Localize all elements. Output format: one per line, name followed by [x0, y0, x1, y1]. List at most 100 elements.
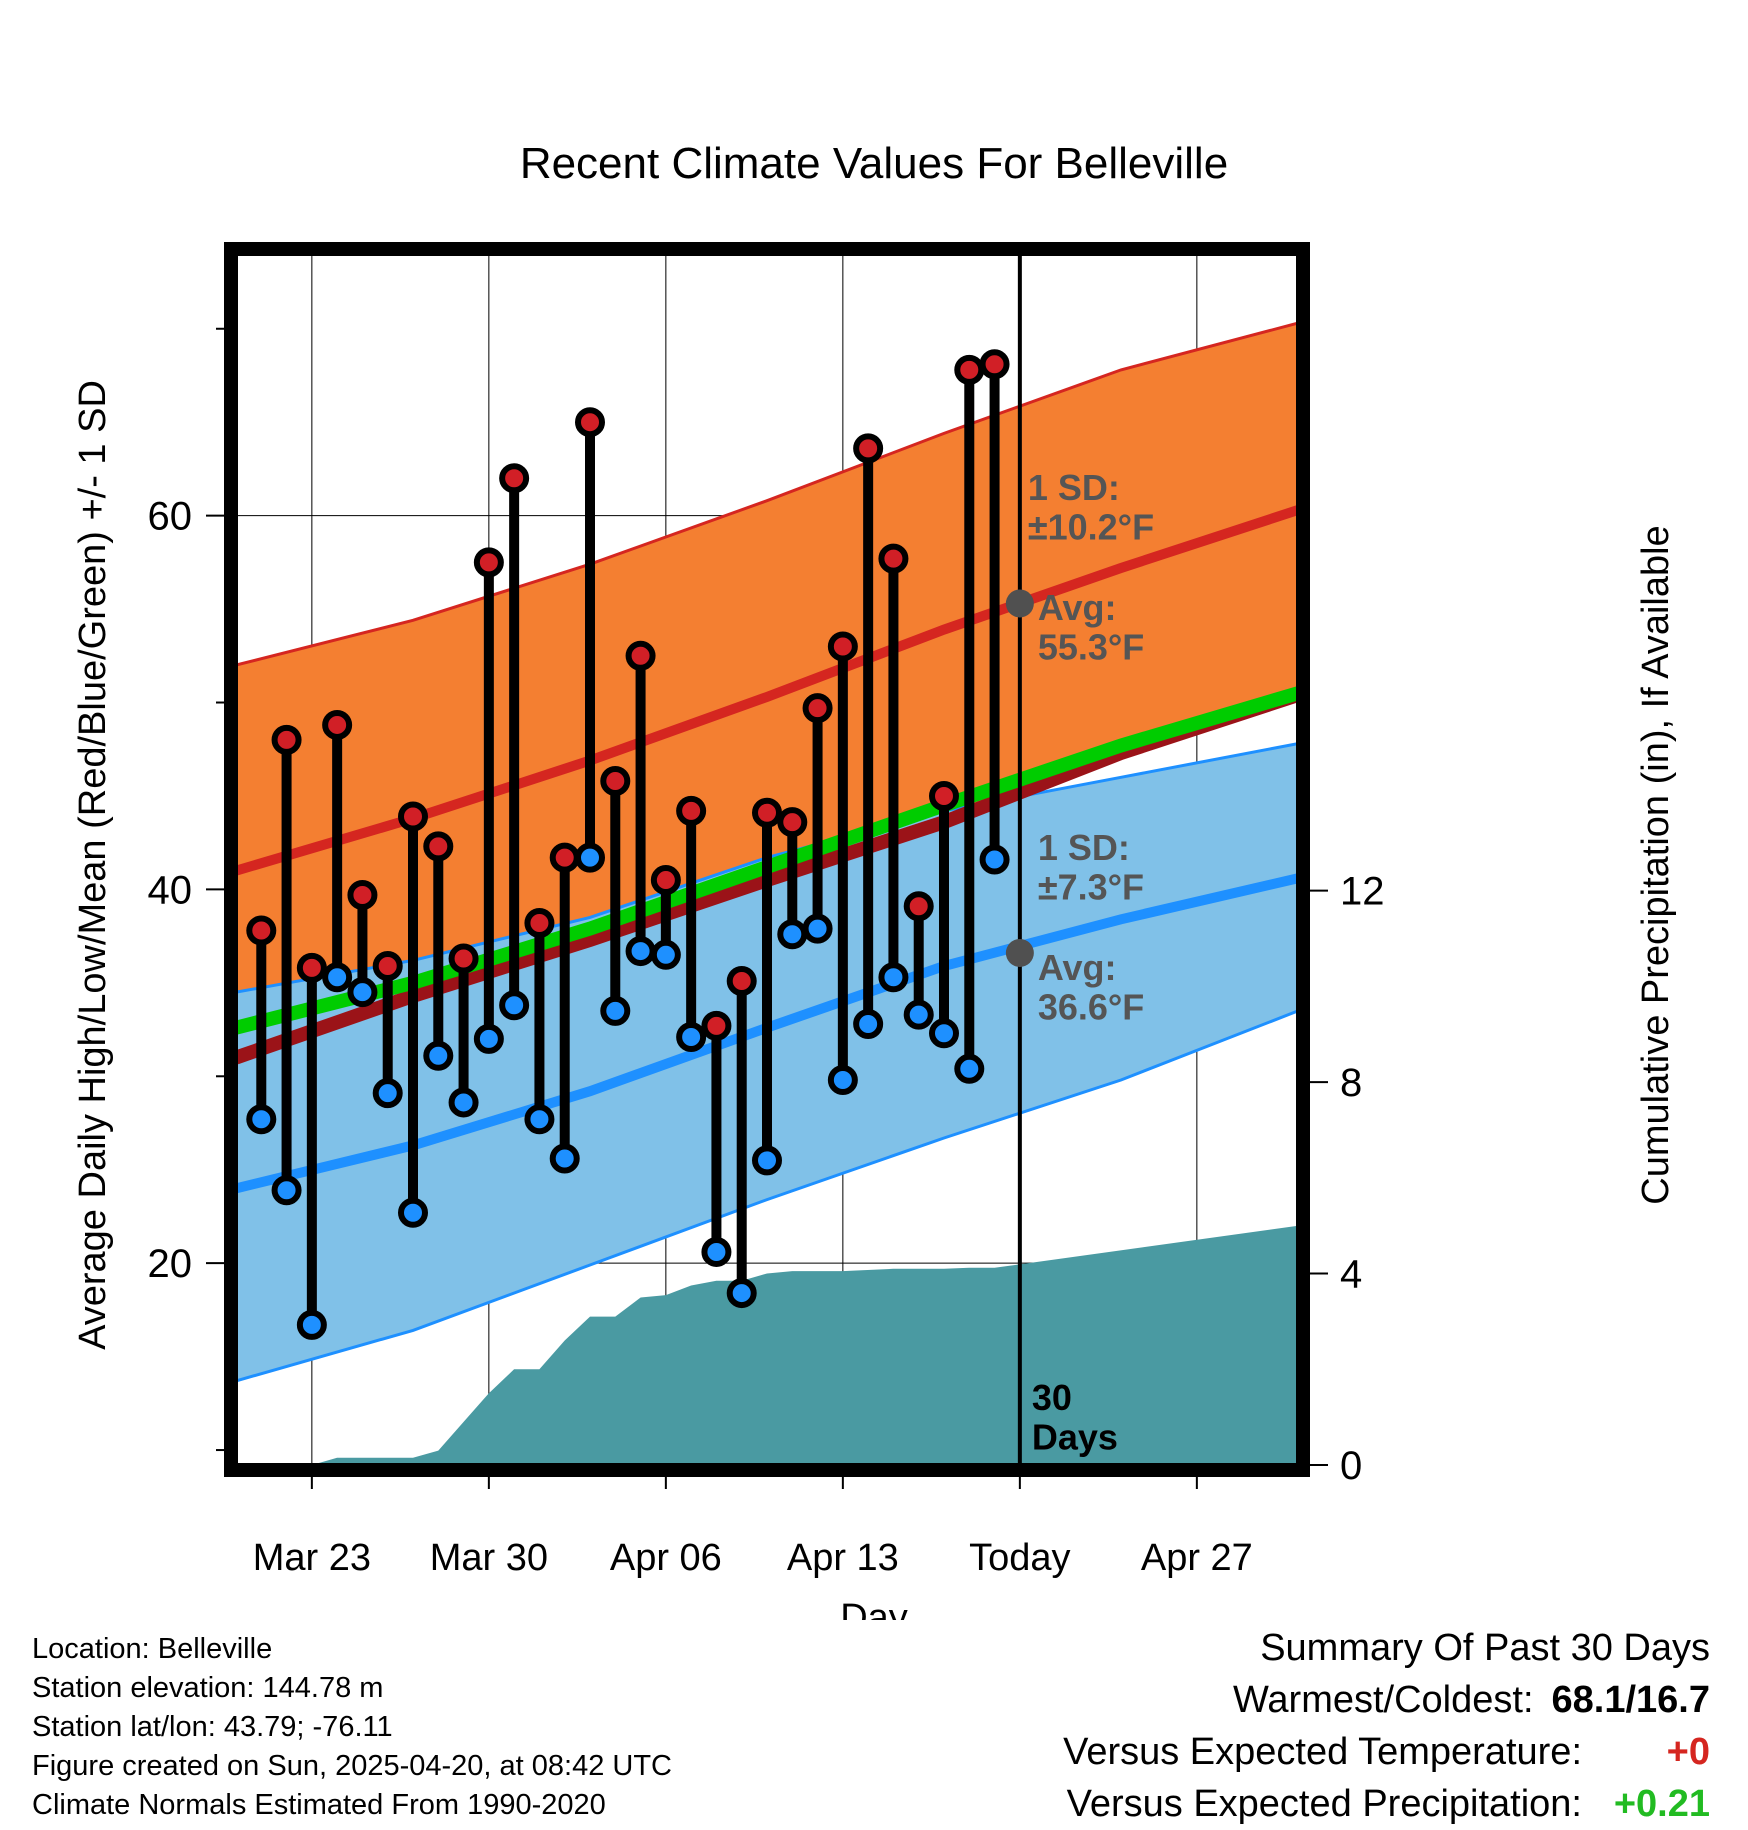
y-axis-label: Average Daily High/Low/Mean (Red/Blue/Gr… [72, 380, 114, 1350]
daily-low-marker [398, 1197, 428, 1228]
precip-area [236, 1225, 1298, 1465]
daily-high-marker [625, 640, 656, 671]
y2-tick-label: 0 [1340, 1444, 1362, 1488]
daily-high-marker [954, 354, 985, 385]
low-sd-annotation: 1 SD: ±7.3°F [1038, 827, 1144, 908]
plot-content: 1 SD: ±10.2°F Avg: 55.3°F 1 SD: ±7.3°F Avg: 36.… [236, 254, 1298, 1465]
daily-high-marker [347, 880, 378, 911]
daily-low-marker [600, 995, 631, 1026]
daily-high-marker [802, 693, 833, 724]
daily-high-marker [473, 547, 504, 578]
daily-high-marker [246, 915, 277, 946]
high-upper-line [236, 321, 1298, 667]
x-tick-label: Apr 27 [1141, 1537, 1253, 1579]
high-avg-annotation: Avg: 55.3°F [1038, 587, 1144, 668]
latlon-text: Station lat/lon: 43.79; -76.11 [32, 1711, 393, 1743]
low-lower-line [236, 1009, 1298, 1383]
daily-low-marker [423, 1040, 454, 1071]
normals-text: Climate Normals Estimated From 1990-2020 [32, 1789, 606, 1821]
daily-low-marker [827, 1065, 858, 1096]
daily-low-marker [676, 1022, 707, 1053]
chart-title: Recent Climate Values For Belleville [520, 139, 1228, 188]
daily-high-marker [676, 795, 707, 826]
daily-low-marker [853, 1008, 884, 1039]
daily-high-marker [499, 463, 530, 494]
daily-low-marker [296, 1309, 327, 1340]
low-avg-annotation: Avg: 36.6°F [1038, 947, 1144, 1028]
precip-anomaly-label: Versus Expected Precipitation: [1066, 1783, 1582, 1825]
high-sd-annotation: 1 SD: ±10.2°F [1028, 467, 1154, 548]
today-low-avg-dot [1005, 938, 1034, 967]
y-tick-label: 40 [148, 868, 193, 912]
daily-low-marker [903, 999, 934, 1030]
daily-low-marker [372, 1078, 403, 1109]
daily-low-marker [929, 1018, 959, 1049]
location-text: Location: Belleville [32, 1633, 273, 1665]
daily-low-marker [650, 939, 681, 970]
plot-frame [224, 242, 1310, 1477]
daily-low-marker [802, 913, 833, 944]
daily-high-marker [600, 766, 631, 797]
daily-high-marker [524, 908, 555, 939]
daily-low-marker [524, 1104, 555, 1135]
daily-low-marker [625, 936, 656, 967]
summary-title: Summary Of Past 30 Days [1260, 1627, 1710, 1669]
x-tick-label: Apr 13 [787, 1537, 899, 1579]
elevation-text: Station elevation: 144.78 m [32, 1672, 384, 1704]
daily-high-marker [650, 865, 681, 896]
daily-low-marker [878, 962, 909, 993]
temp-anomaly-value: +0 [1666, 1731, 1710, 1773]
created-text: Figure created on Sun, 2025-04-20, at 08… [32, 1750, 672, 1782]
daily-high-marker [271, 724, 302, 755]
daily-low-marker [322, 962, 353, 993]
daily-low-marker [979, 844, 1010, 875]
daily-high-marker [853, 433, 884, 464]
x-tick-label: Mar 23 [253, 1537, 371, 1579]
today-window-label: 30 Days [1032, 1377, 1118, 1458]
daily-low-marker [347, 977, 378, 1008]
daily-high-marker [726, 965, 757, 996]
daily-high-marker [296, 952, 327, 983]
station-info: Location: Belleville Station elevation: … [32, 1630, 672, 1825]
daily-high-marker [979, 349, 1010, 380]
daily-high-marker [549, 842, 580, 873]
today-high-avg-dot [1005, 589, 1034, 618]
daily-low-marker [726, 1278, 757, 1309]
daily-high-marker [398, 801, 428, 832]
daily-low-marker [954, 1053, 985, 1084]
daily-low-marker [701, 1236, 732, 1267]
y2-axis-label: Cumulative Precipitation (in), If Availa… [1635, 525, 1677, 1204]
daily-high-marker [575, 407, 605, 438]
daily-high-marker [777, 807, 808, 838]
y-tick-label: 60 [148, 495, 193, 539]
daily-low-marker [777, 919, 808, 950]
summary-panel: Summary Of Past 30 Days Warmest/Coldest:… [1063, 1622, 1710, 1830]
daily-high-marker [878, 543, 909, 574]
y2-tick-label: 12 [1340, 870, 1385, 914]
daily-high-marker [929, 780, 959, 811]
y2-tick-label: 4 [1340, 1253, 1362, 1297]
daily-low-marker [473, 1023, 504, 1054]
daily-low-marker [549, 1143, 580, 1174]
daily-low-marker [448, 1087, 479, 1118]
precip-anomaly-value: +0.21 [1613, 1783, 1710, 1825]
warm-cold-row: Warmest/Coldest: 68.1/16.7 [1063, 1674, 1710, 1726]
x-axis-label: Day [840, 1597, 908, 1620]
high-sd-band [236, 323, 1298, 1058]
daily-high-marker [448, 943, 479, 974]
daily-low-marker [271, 1175, 302, 1206]
warm-cold-value: 68.1/16.7 [1551, 1679, 1710, 1721]
y2-tick-label: 8 [1340, 1061, 1362, 1105]
x-tick-label: Today [969, 1537, 1070, 1579]
axes-layer: Mar 23 Mar 30 Apr 06 Apr 13 Today Apr 2720406… [148, 242, 1385, 1579]
daily-low-marker [499, 990, 530, 1021]
daily-high-marker [701, 1010, 732, 1041]
daily-high-marker [372, 951, 403, 982]
y-tick-label: 20 [148, 1242, 193, 1286]
x-tick-label: Mar 30 [430, 1537, 548, 1579]
daily-high-marker [322, 709, 353, 740]
climate-chart: Recent Climate Values For Belleville 1 S… [72, 139, 1677, 1620]
daily-low-marker [246, 1104, 277, 1135]
temp-anomaly-label: Versus Expected Temperature: [1063, 1731, 1582, 1773]
daily-low-marker [575, 842, 605, 873]
